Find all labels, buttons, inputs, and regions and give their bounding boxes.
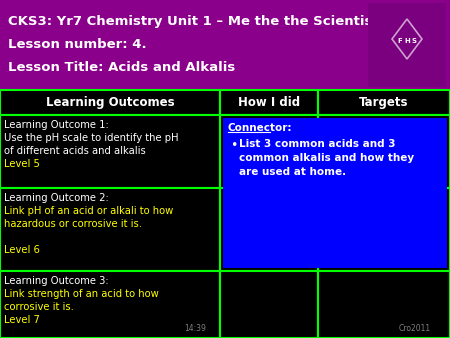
Text: Level 5: Level 5 (4, 159, 40, 169)
Text: Use the pH scale to identify the pH: Use the pH scale to identify the pH (4, 133, 179, 143)
Text: Cro2011: Cro2011 (399, 324, 431, 333)
Bar (0, 115, 220, 188)
Bar (0, 0, 450, 90)
Bar (220, 115, 318, 188)
Bar (220, 188, 318, 271)
Text: Link strength of an acid to how: Link strength of an acid to how (4, 289, 159, 299)
Bar (0, 90, 220, 115)
Text: Lesson Title: Acids and Alkalis: Lesson Title: Acids and Alkalis (8, 61, 235, 74)
Text: F: F (398, 38, 402, 44)
Text: Lesson number: 4.: Lesson number: 4. (8, 38, 147, 51)
Bar (318, 90, 450, 115)
Text: common alkalis and how they: common alkalis and how they (239, 153, 414, 163)
Bar (223, 118, 447, 268)
Text: corrosive it is.: corrosive it is. (4, 302, 74, 312)
Bar (318, 115, 450, 188)
Text: Learning Outcome 3:: Learning Outcome 3: (4, 276, 108, 286)
Bar (220, 90, 318, 115)
Text: Learning Outcome 2:: Learning Outcome 2: (4, 193, 109, 203)
Text: Learning Outcome 1:: Learning Outcome 1: (4, 120, 109, 130)
Text: 14:39: 14:39 (184, 324, 206, 333)
Bar (0, 271, 220, 338)
Bar (318, 188, 450, 271)
Text: Learning Outcomes: Learning Outcomes (46, 96, 174, 109)
Text: •: • (230, 139, 238, 152)
Text: Connector:: Connector: (228, 123, 292, 133)
Text: S: S (411, 38, 417, 44)
Bar (368, 3, 446, 87)
Bar (220, 271, 318, 338)
Text: of different acids and alkalis: of different acids and alkalis (4, 146, 146, 156)
Bar (318, 271, 450, 338)
Text: are used at home.: are used at home. (239, 167, 346, 177)
Text: List 3 common acids and 3: List 3 common acids and 3 (239, 139, 396, 149)
Text: Level 6: Level 6 (4, 245, 40, 255)
Text: Targets: Targets (359, 96, 409, 109)
Text: Level 7: Level 7 (4, 315, 40, 325)
Text: CKS3: Yr7 Chemistry Unit 1 – Me the the Scientist!: CKS3: Yr7 Chemistry Unit 1 – Me the the … (8, 15, 385, 28)
Text: Link pH of an acid or alkali to how: Link pH of an acid or alkali to how (4, 206, 173, 216)
Text: hazardous or corrosive it is.: hazardous or corrosive it is. (4, 219, 142, 229)
Text: How I did: How I did (238, 96, 300, 109)
Text: H: H (404, 38, 410, 44)
Bar (0, 188, 220, 271)
